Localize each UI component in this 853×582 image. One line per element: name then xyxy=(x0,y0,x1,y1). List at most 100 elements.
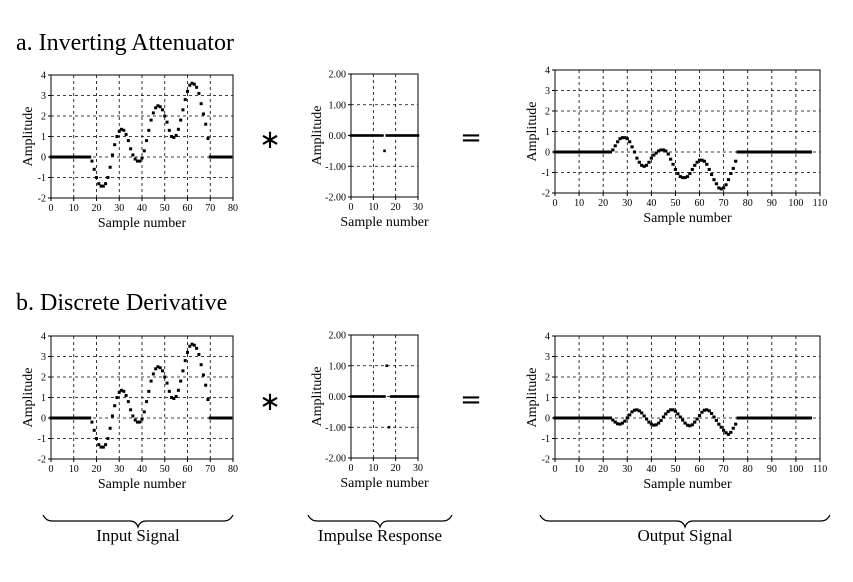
data-point xyxy=(726,178,731,182)
data-point xyxy=(369,395,373,398)
data-point xyxy=(681,176,685,180)
data-point xyxy=(799,416,803,420)
data-point xyxy=(165,120,169,124)
x-tick-label: 30 xyxy=(622,198,632,209)
x-tick-label: 50 xyxy=(160,203,170,214)
data-point xyxy=(582,416,586,420)
data-point xyxy=(753,416,757,420)
x-tick-label: 40 xyxy=(646,198,656,209)
data-point xyxy=(688,424,692,428)
data-point xyxy=(188,344,192,348)
data-point xyxy=(79,416,83,420)
data-point xyxy=(83,416,87,420)
x-tick-label: 90 xyxy=(767,464,777,475)
data-point xyxy=(76,416,80,420)
data-point xyxy=(378,134,382,137)
x-tick-label: 110 xyxy=(813,464,828,475)
data-point xyxy=(149,379,153,383)
data-point xyxy=(201,112,205,116)
data-point xyxy=(702,159,706,163)
data-point xyxy=(211,416,215,420)
y-tick-label: 3 xyxy=(545,86,550,97)
data-point xyxy=(69,155,73,159)
data-point xyxy=(74,416,78,420)
x-tick-label: 50 xyxy=(670,198,680,209)
data-point xyxy=(647,420,651,424)
data-point xyxy=(120,127,124,131)
data-point xyxy=(620,421,625,425)
data-point xyxy=(113,404,117,408)
x-tick-label: 80 xyxy=(743,464,753,475)
x-axis-label: Sample number xyxy=(643,477,732,492)
data-point xyxy=(383,395,386,398)
data-point xyxy=(181,108,185,112)
data-point xyxy=(56,416,60,420)
x-tick-label: 80 xyxy=(743,198,753,209)
data-point xyxy=(669,157,673,161)
data-point xyxy=(625,416,629,420)
data-point xyxy=(85,416,89,420)
data-point xyxy=(149,118,153,122)
row-a-title: a. Inverting Attenuator xyxy=(16,30,234,56)
y-tick-label: 4 xyxy=(545,66,550,77)
data-point xyxy=(354,134,357,137)
data-point xyxy=(410,134,413,137)
data-point xyxy=(630,410,634,414)
x-tick-label: 30 xyxy=(413,202,423,213)
data-point xyxy=(356,134,359,137)
y-tick-label: -1.00 xyxy=(325,162,346,173)
data-point xyxy=(743,416,747,420)
data-point xyxy=(113,143,117,147)
x-tick-label: 50 xyxy=(670,464,680,475)
data-point xyxy=(640,163,644,167)
y-axis-label: Amplitude xyxy=(310,367,325,427)
data-point xyxy=(372,134,375,137)
data-point xyxy=(584,416,588,420)
data-point xyxy=(110,153,114,157)
data-point xyxy=(760,416,764,420)
data-point xyxy=(705,162,709,166)
data-point xyxy=(349,134,353,137)
data-point xyxy=(385,134,389,137)
data-point xyxy=(652,423,656,427)
data-point xyxy=(775,416,779,420)
data-point xyxy=(229,416,233,420)
data-point xyxy=(129,408,133,412)
y-tick-label: 0.00 xyxy=(329,392,347,403)
data-point xyxy=(584,150,588,154)
output-brace xyxy=(539,514,831,529)
x-tick-label: 80 xyxy=(228,464,238,475)
plot-a-output: 0 10 20 30 40 50 60 70 80 90 100 110 -2 -1 0 1 2 3 4 Sample… xyxy=(525,66,827,227)
data-point xyxy=(215,416,219,420)
data-point xyxy=(405,395,409,398)
data-point xyxy=(722,428,726,432)
data-point xyxy=(158,105,162,109)
data-point xyxy=(555,416,560,420)
x-axis-label: Sample number xyxy=(340,476,429,491)
y-tick-label: -2.00 xyxy=(325,454,346,465)
data-point xyxy=(649,422,653,426)
data-point xyxy=(211,155,215,159)
data-point xyxy=(85,155,89,159)
data-point xyxy=(380,134,384,137)
data-point xyxy=(224,416,228,420)
x-tick-label: 30 xyxy=(114,464,124,475)
data-point xyxy=(213,416,217,420)
data-point xyxy=(678,175,682,179)
data-point xyxy=(755,416,759,420)
data-point xyxy=(782,416,786,420)
data-point xyxy=(356,395,359,398)
data-point xyxy=(147,128,151,132)
data-point xyxy=(179,118,183,122)
x-axis-label: Sample number xyxy=(340,215,429,230)
data-point xyxy=(206,398,210,402)
data-point xyxy=(635,408,639,412)
data-point xyxy=(560,416,564,420)
data-point xyxy=(65,155,69,159)
data-point xyxy=(376,395,380,398)
plot-a-input: 0 10 20 30 40 50 60 70 80 -2 -1 0 1 2 3 4 Sample number A… xyxy=(21,71,238,232)
data-point xyxy=(151,372,155,376)
data-point xyxy=(661,415,666,419)
data-point xyxy=(99,445,103,449)
